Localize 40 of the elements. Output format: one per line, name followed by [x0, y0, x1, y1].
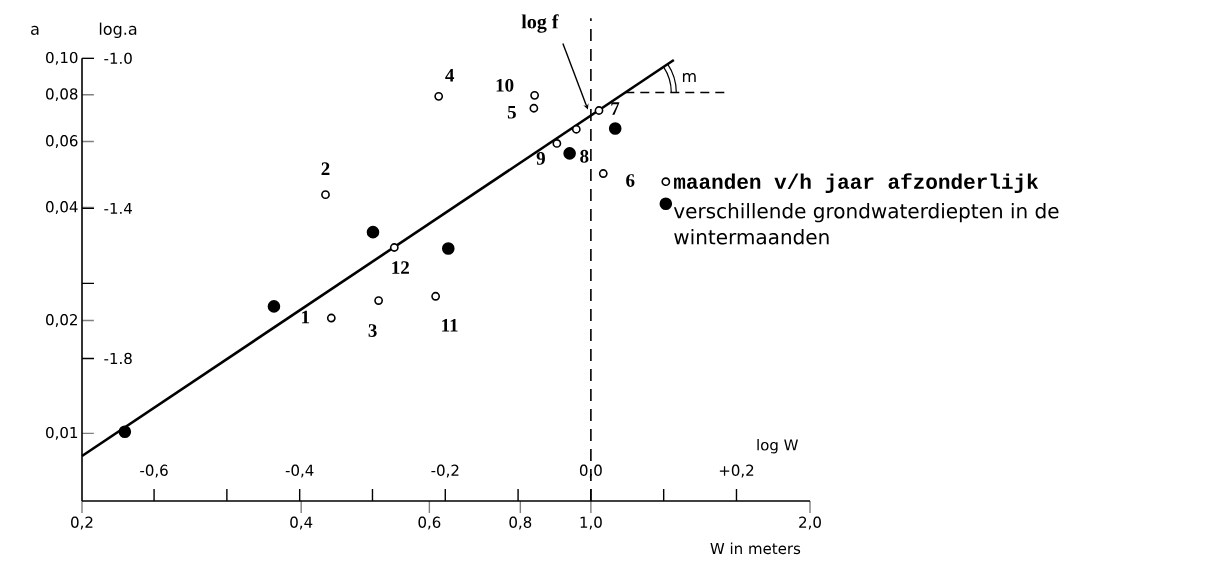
x2-tick-label: +0,2 [719, 464, 754, 478]
annotation: m [682, 72, 696, 82]
y-tick-label: 0,01 [46, 426, 78, 440]
x-axis-title: W in meters [710, 542, 801, 555]
y2-tick-label: -1.8 [104, 352, 132, 365]
annotation: 9 [536, 152, 545, 165]
legend-label: verschillende grondwaterdiepten in de wintermaanden [673, 202, 1059, 245]
x2-tick-label: -0,6 [140, 464, 168, 478]
x2-tick-label: -0,2 [431, 464, 459, 478]
legend-label: maanden v/h jaar afzonderlijk [674, 173, 1039, 194]
x-tick-label: 0,4 [290, 516, 313, 530]
annotation: 4 [445, 69, 455, 82]
annotation: 8 [580, 149, 589, 163]
annotation: 11 [442, 319, 458, 332]
x2-tick-label: -0,4 [285, 464, 314, 478]
y-tick-label: 0,10 [46, 51, 78, 65]
x-tick-label: 0,2 [71, 516, 93, 530]
y2-axis-title: log.a [99, 22, 137, 39]
x-tick-label: 1,0 [580, 516, 602, 530]
y-axis-title: a [31, 25, 39, 35]
annotation: 2 [321, 162, 330, 175]
x2-axis-title: log W [757, 438, 798, 454]
annotation: 3 [368, 324, 377, 337]
y2-tick-label: -1.0 [104, 52, 132, 65]
annotation: 1 [302, 310, 310, 324]
annotation: 5 [507, 105, 516, 119]
annotation: 10 [496, 78, 514, 92]
y-tick-label: 0,08 [46, 88, 78, 102]
x2-tick-label: 0,0 [579, 464, 602, 478]
annotation: 6 [626, 174, 635, 187]
y-tick-label: 0,02 [46, 314, 77, 327]
x-tick-label: 0,6 [418, 516, 441, 530]
annotation: 7 [611, 102, 620, 115]
annotation: 12 [392, 261, 409, 274]
x-tick-label: 2,0 [799, 516, 821, 530]
text: log f [521, 14, 559, 33]
y-tick-label: 0,06 [46, 135, 78, 148]
y-tick-label: 0,04 [46, 201, 78, 214]
y2-tick-label: -1.4 [104, 202, 132, 214]
x-tick-label: 0,8 [509, 516, 532, 530]
